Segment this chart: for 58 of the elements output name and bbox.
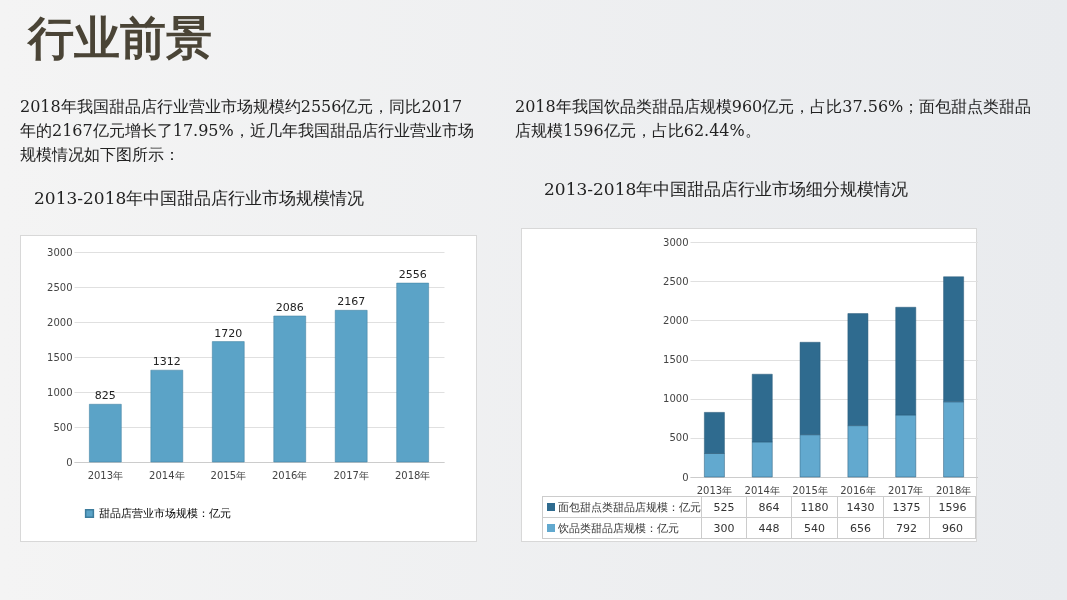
data-label: 540 — [791, 517, 838, 539]
y-tick-label: 2500 — [663, 275, 689, 287]
y-tick-label: 3000 — [47, 246, 73, 258]
data-label: 2086 — [275, 300, 304, 314]
y-tick-label: 1500 — [663, 354, 689, 365]
data-label: 825 — [94, 389, 116, 403]
chart-title: 2013-2018年中国甜品店行业市场细分规模情况 — [544, 178, 909, 201]
x-tick-label: 2017年 — [888, 484, 924, 496]
data-label: 1430 — [837, 496, 884, 518]
y-tick-label: 1000 — [663, 393, 689, 405]
y-tick-label: 500 — [53, 421, 73, 433]
x-tick-label: 2015年 — [792, 484, 828, 496]
y-tick-label: 1500 — [47, 351, 73, 363]
y-tick-label: 1000 — [47, 386, 73, 398]
x-tick-label: 2013年 — [696, 484, 733, 496]
bar — [89, 404, 122, 463]
bar — [150, 369, 184, 463]
data-label: 1312 — [152, 355, 181, 369]
bar — [334, 310, 368, 463]
x-tick-label: 2016年 — [272, 469, 308, 481]
x-tick-label: 2014年 — [744, 484, 780, 496]
text: 2018年我国甜品店行业营业市场规模约2556亿元，同比2017年的2167亿元增长了17.95%，近几年我国甜品店行业营业市场规模情况如下图所示： — [20, 96, 475, 166]
chart-title: 2013-2018年中国甜品店行业市场规模情况 — [34, 187, 365, 210]
data-label: 1375 — [883, 496, 930, 518]
y-tick-label: 2000 — [47, 316, 73, 328]
data-label: 1180 — [791, 496, 838, 518]
y-tick-label: 2000 — [663, 314, 689, 326]
y-tick-label: 2500 — [47, 281, 73, 293]
x-tick-label: 2014年 — [149, 469, 185, 481]
y-tick-label: 0 — [682, 471, 689, 483]
data-label: 1720 — [214, 326, 243, 340]
y-tick-label: 500 — [669, 432, 689, 444]
data-label: 525 — [701, 496, 747, 518]
data-label: 864 — [746, 496, 792, 518]
bar — [273, 315, 306, 463]
text: 行业前景 — [28, 10, 212, 67]
data-label: 792 — [883, 517, 930, 539]
x-tick-label: 2013年 — [87, 469, 124, 481]
bar — [396, 282, 429, 463]
x-tick-label: 2016年 — [840, 484, 876, 496]
data-label: 448 — [746, 517, 792, 539]
bar — [212, 341, 245, 463]
data-label: 300 — [701, 517, 747, 539]
x-tick-label: 2018年 — [394, 469, 431, 481]
text: 2018年我国饮品类甜品店规模960亿元，占比37.56%；面包甜点类甜品店规模1596亿元，占比62.44%。 — [515, 96, 1033, 142]
y-tick-label: 0 — [66, 456, 73, 468]
data-label: 2167 — [337, 295, 366, 309]
data-label: 656 — [837, 517, 884, 539]
legend-label: 甜品店营业市场规模：亿元 — [99, 506, 231, 520]
x-tick-label: 2017年 — [333, 469, 369, 481]
x-tick-label: 2018年 — [935, 484, 972, 496]
y-tick-label: 3000 — [663, 236, 689, 248]
legend-label: 饮品类甜品店规模：亿元 — [542, 517, 702, 539]
legend-label: 面包甜点类甜品店规模：亿元 — [542, 496, 702, 518]
data-label: 2556 — [398, 268, 427, 282]
data-label: 960 — [929, 517, 976, 539]
x-tick-label: 2015年 — [210, 469, 246, 481]
data-label: 1596 — [929, 496, 976, 518]
